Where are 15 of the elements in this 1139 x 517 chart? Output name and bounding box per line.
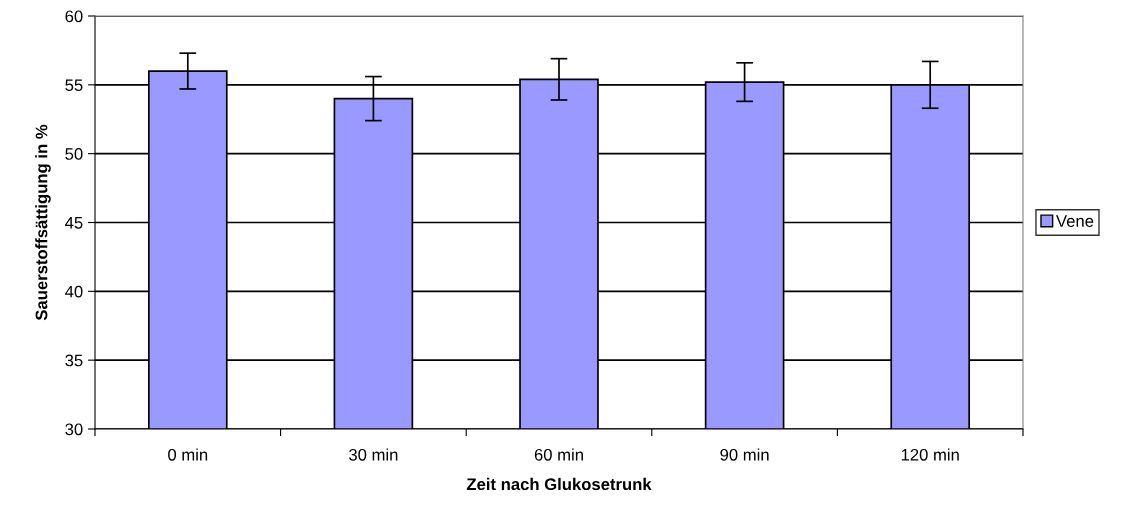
y-tick-label: 55	[65, 79, 83, 92]
y-tick-label: 60	[65, 10, 83, 23]
y-axis-title: Sauerstoffsättigung in %	[35, 124, 51, 321]
x-tick-label: 0 min	[168, 448, 208, 461]
y-tick-label: 35	[65, 354, 83, 367]
x-axis-title: Zeit nach Glukosetrunk	[466, 477, 652, 491]
y-tick-label: 30	[65, 423, 83, 436]
x-tick-label: 60 min	[534, 448, 583, 461]
x-tick-label: 90 min	[720, 448, 769, 461]
legend-label: Vene	[1056, 215, 1094, 227]
x-tick-label: 30 min	[349, 448, 398, 461]
y-tick-label: 50	[65, 148, 83, 160]
y-tick-label: 40	[65, 285, 83, 298]
y-tick-label: 45	[65, 217, 83, 229]
x-tick-label: 120 min	[901, 448, 959, 461]
